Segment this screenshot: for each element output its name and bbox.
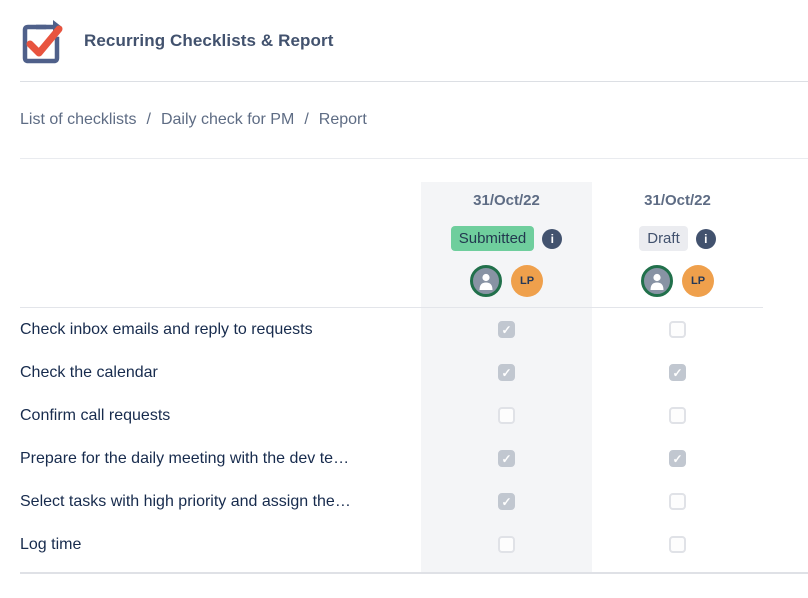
check-cell xyxy=(421,351,592,394)
breadcrumb-item-report: Report xyxy=(318,111,367,128)
breadcrumb-divider xyxy=(20,158,808,159)
checkbox-row2-col2[interactable] xyxy=(669,364,686,381)
report-header-row: 31/Oct/22 Submitted i LP 31/Oct/22 Draft i LP xyxy=(20,182,763,308)
checkbox-row5-col2[interactable] xyxy=(669,493,686,510)
checklist-row: Select tasks with high priority and assi… xyxy=(20,480,763,523)
check-cell xyxy=(592,351,763,394)
checklist-item-label: Log time xyxy=(20,535,82,553)
avatar-group: LP xyxy=(470,265,543,297)
page-title: Recurring Checklists & Report xyxy=(84,30,334,50)
checklist-row: Prepare for the daily meeting with the d… xyxy=(20,437,763,480)
avatar-group: LP xyxy=(641,265,714,297)
checkbox-row2-col1[interactable] xyxy=(498,364,515,381)
person-avatar-icon xyxy=(470,265,502,297)
check-cell xyxy=(421,308,592,351)
breadcrumb: List of checklists / Daily check for PM / Re… xyxy=(20,111,367,129)
initials-avatar: LP xyxy=(682,265,714,297)
checkbox-row4-col2[interactable] xyxy=(669,450,686,467)
bottom-divider xyxy=(20,572,808,574)
breadcrumb-separator: / xyxy=(304,111,309,128)
info-icon[interactable]: i xyxy=(695,228,716,249)
report-column-header-1: 31/Oct/22 Submitted i LP xyxy=(421,182,592,307)
report-table: 31/Oct/22 Submitted i LP 31/Oct/22 Draft i LP C… xyxy=(20,182,763,572)
report-column-header-2: 31/Oct/22 Draft i LP xyxy=(592,182,763,307)
checklist-row: Log time xyxy=(20,523,763,566)
check-cell xyxy=(592,308,763,351)
initials-avatar: LP xyxy=(511,265,543,297)
checklist-item-label: Check the calendar xyxy=(20,363,158,381)
status-line: Draft i xyxy=(639,226,716,251)
column-date: 31/Oct/22 xyxy=(644,192,711,209)
checklist-row: Confirm call requests xyxy=(20,394,763,437)
checkbox-row1-col1[interactable] xyxy=(498,321,515,338)
recurring-checklist-icon xyxy=(20,18,64,64)
table-spacer xyxy=(20,566,763,572)
checkbox-row6-col1[interactable] xyxy=(498,536,515,553)
status-badge-submitted: Submitted xyxy=(450,226,535,251)
check-cell xyxy=(421,437,592,480)
checklist-item-label: Select tasks with high priority and assi… xyxy=(20,492,351,510)
breadcrumb-separator: / xyxy=(146,111,151,128)
status-line: Submitted i xyxy=(450,226,563,251)
check-cell xyxy=(592,523,763,566)
checkbox-row4-col1[interactable] xyxy=(498,450,515,467)
check-cell xyxy=(421,480,592,523)
checkbox-row5-col1[interactable] xyxy=(498,493,515,510)
status-badge-draft: Draft xyxy=(639,226,688,251)
checkbox-row3-col1[interactable] xyxy=(498,407,515,424)
info-icon[interactable]: i xyxy=(542,228,563,249)
header-divider xyxy=(20,81,808,82)
checklist-item-label: Confirm call requests xyxy=(20,406,171,424)
breadcrumb-section: List of checklists / Daily check for PM / Re… xyxy=(0,82,808,158)
check-cell xyxy=(592,480,763,523)
checklist-row: Check inbox emails and reply to requests xyxy=(20,308,763,351)
report-rows: Check inbox emails and reply to requests… xyxy=(20,308,763,566)
checkbox-row1-col2[interactable] xyxy=(669,321,686,338)
check-cell xyxy=(592,394,763,437)
check-cell xyxy=(592,437,763,480)
checklist-item-label: Prepare for the daily meeting with the d… xyxy=(20,449,350,467)
checklist-row: Check the calendar xyxy=(20,351,763,394)
checkbox-row6-col2[interactable] xyxy=(669,536,686,553)
check-cell xyxy=(421,394,592,437)
check-cell xyxy=(421,523,592,566)
checklist-item-label: Check inbox emails and reply to requests xyxy=(20,320,313,338)
checkbox-row3-col2[interactable] xyxy=(669,407,686,424)
breadcrumb-item-list-of-checklists[interactable]: List of checklists xyxy=(20,111,137,128)
header-spacer-cell xyxy=(20,182,421,307)
app-header: Recurring Checklists & Report xyxy=(0,0,808,81)
breadcrumb-item-daily-check-for-pm[interactable]: Daily check for PM xyxy=(160,111,295,128)
person-avatar-icon xyxy=(641,265,673,297)
column-date: 31/Oct/22 xyxy=(473,192,540,209)
